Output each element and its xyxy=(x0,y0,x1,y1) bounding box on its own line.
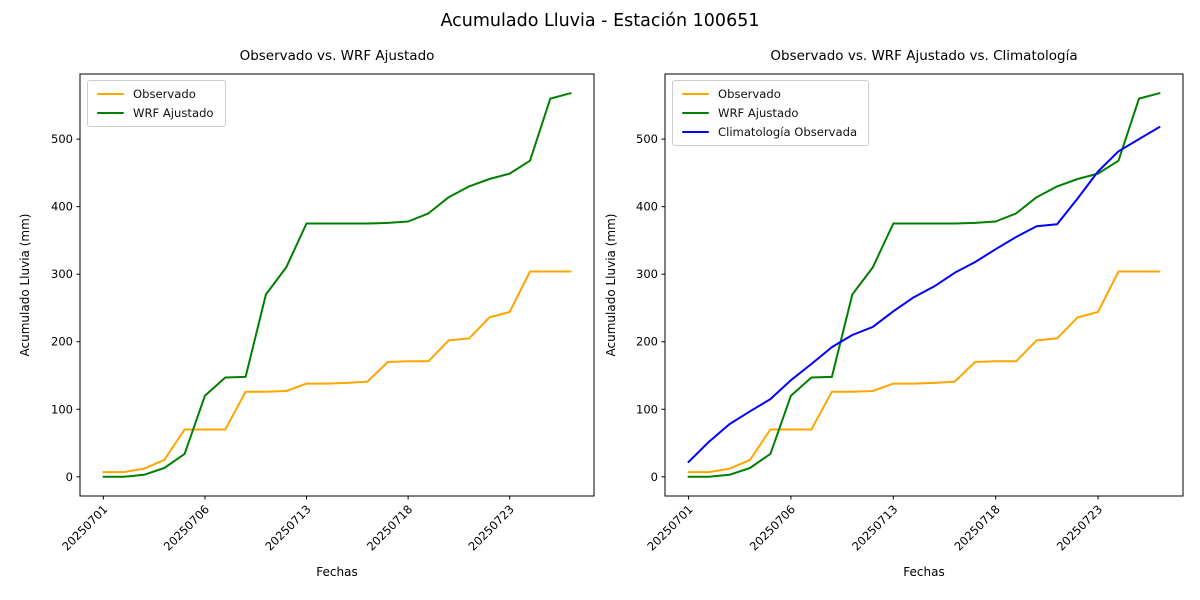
x-tick-label: 20250701 xyxy=(644,502,695,553)
x-tick-label: 20250713 xyxy=(849,502,900,553)
y-tick-label: 500 xyxy=(51,132,73,146)
plot-border xyxy=(664,73,1184,497)
y-tick-label: 200 xyxy=(636,335,658,349)
y-tick-label: 300 xyxy=(636,267,658,281)
observado-line xyxy=(687,270,1161,474)
legend-item-observado: Observado xyxy=(682,87,857,101)
climatologia-observada-line xyxy=(687,126,1161,463)
legend-label: Observado xyxy=(133,87,196,101)
legend-label: Climatología Observada xyxy=(718,125,858,139)
y-tick-label: 400 xyxy=(51,200,73,214)
plot-border xyxy=(79,73,595,497)
legend-item-observado: Observado xyxy=(97,87,214,101)
climatologia-observada-legend-swatch xyxy=(682,130,709,134)
legend-label: Observado xyxy=(718,87,781,101)
x-tick-label: 20250718 xyxy=(951,502,1002,553)
wrf-ajustado-legend-swatch xyxy=(682,111,709,115)
legend-label: WRF Ajustado xyxy=(133,106,214,120)
legend-item-wrf-ajustado: WRF Ajustado xyxy=(682,106,857,120)
observado-legend-swatch xyxy=(682,92,709,96)
y-tick-label: 100 xyxy=(636,402,658,416)
legend-label: WRF Ajustado xyxy=(718,106,799,120)
observado-line xyxy=(102,270,572,474)
y-tick-label: 300 xyxy=(51,267,73,281)
y-tick-label: 200 xyxy=(51,335,73,349)
y-tick-label: 100 xyxy=(51,402,73,416)
wrf-ajustado-legend-swatch xyxy=(97,111,124,115)
left-chart-title: Observado vs. WRF Ajustado xyxy=(239,48,435,64)
y-tick-label: 0 xyxy=(66,470,73,484)
observado-legend-swatch xyxy=(97,92,124,96)
x-tick-label: 20250706 xyxy=(747,502,798,553)
x-tick-label: 20250723 xyxy=(1054,502,1105,553)
y-tick-label: 400 xyxy=(636,200,658,214)
right-chart-title: Observado vs. WRF Ajustado vs. Climatolo… xyxy=(770,48,1078,64)
wrf-ajustado-line xyxy=(102,92,572,478)
y-tick-label: 0 xyxy=(651,470,658,484)
figure-title: Acumulado Lluvia - Estación 100651 xyxy=(440,11,760,31)
left-x-axis-label: Fechas xyxy=(316,565,358,579)
legend-item-wrf-ajustado: WRF Ajustado xyxy=(97,106,214,120)
right-x-axis-label: Fechas xyxy=(903,565,945,579)
wrf-ajustado-line xyxy=(687,92,1161,478)
right-chart-legend: Observado WRF Ajustado Climatología Observ… xyxy=(672,80,870,146)
left-chart-legend: Observado WRF Ajustado xyxy=(87,80,226,127)
legend-item-climatologia-observada: Climatología Observada xyxy=(682,125,857,139)
y-tick-label: 500 xyxy=(636,132,658,146)
